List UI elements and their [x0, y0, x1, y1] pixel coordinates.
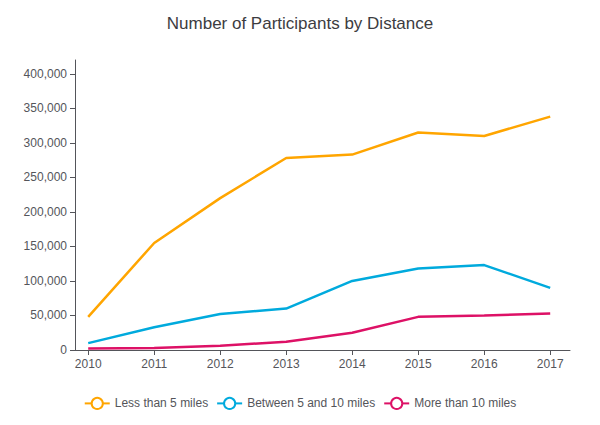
svg-text:0: 0 — [60, 343, 67, 357]
svg-text:Number of Participants by Dist: Number of Participants by Distance — [167, 14, 433, 33]
svg-text:200,000: 200,000 — [24, 205, 68, 219]
svg-text:150,000: 150,000 — [24, 239, 68, 253]
svg-text:300,000: 300,000 — [24, 136, 68, 150]
svg-text:Between 5 and 10 miles: Between 5 and 10 miles — [247, 396, 375, 410]
svg-text:More than 10 miles: More than 10 miles — [414, 396, 516, 410]
svg-text:350,000: 350,000 — [24, 101, 68, 115]
svg-text:2014: 2014 — [339, 357, 366, 371]
svg-text:2017: 2017 — [537, 357, 564, 371]
svg-text:Less than 5 miles: Less than 5 miles — [115, 396, 208, 410]
svg-text:50,000: 50,000 — [30, 308, 67, 322]
svg-text:250,000: 250,000 — [24, 170, 68, 184]
svg-text:2015: 2015 — [405, 357, 432, 371]
svg-text:2011: 2011 — [141, 357, 167, 371]
svg-text:2016: 2016 — [471, 357, 498, 371]
svg-text:100,000: 100,000 — [24, 274, 68, 288]
svg-text:2010: 2010 — [75, 357, 102, 371]
svg-text:2012: 2012 — [207, 357, 234, 371]
svg-text:2013: 2013 — [273, 357, 300, 371]
svg-text:400,000: 400,000 — [24, 67, 68, 81]
